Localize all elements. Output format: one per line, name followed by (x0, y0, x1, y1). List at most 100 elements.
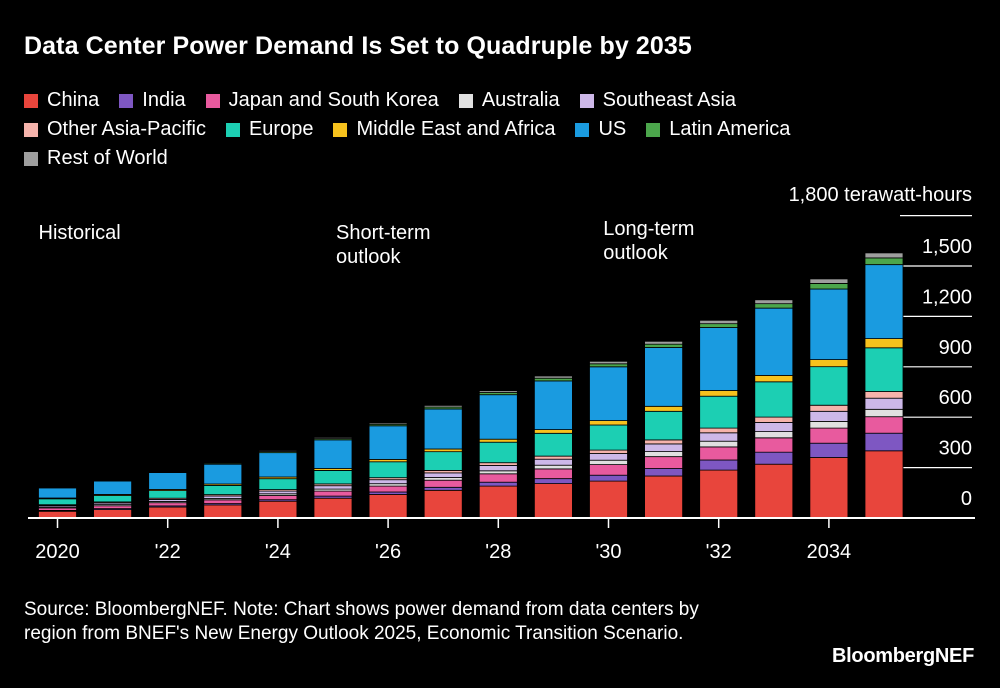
bar-segment (38, 510, 77, 519)
bar-segment (534, 483, 573, 519)
bar-segment (478, 390, 518, 393)
bar-segment (809, 359, 849, 368)
legend-label: Southeast Asia (602, 89, 737, 111)
bar-segment (644, 475, 683, 519)
bar-segment (478, 441, 518, 464)
bar-stack (534, 375, 573, 519)
bar-segment (809, 404, 849, 412)
legend-swatch (579, 93, 594, 108)
bar-segment (644, 410, 683, 441)
bar-segment (534, 432, 573, 457)
bar-segment (809, 288, 849, 360)
legend-swatch (205, 93, 220, 108)
bar-segment (313, 439, 353, 469)
bar-segment (38, 498, 77, 506)
bar-segment (644, 451, 683, 458)
bar-segment (589, 453, 628, 461)
bar-segment (754, 381, 794, 418)
y-tick-label: 300 (939, 438, 972, 460)
bar-segment (809, 457, 849, 519)
bar-segment (699, 319, 739, 325)
legend-swatch (24, 93, 38, 108)
bar-segment (423, 489, 463, 519)
bar-segment (644, 439, 683, 445)
bar-segment (589, 420, 628, 426)
bar-segment (864, 432, 904, 452)
bar-segment (258, 450, 298, 452)
bar-segment (203, 463, 243, 485)
legend-entry: India (119, 86, 186, 115)
x-tick-label: '26 (375, 541, 401, 563)
bar-segment (478, 464, 518, 472)
bar-segment (148, 470, 188, 473)
phase-label: Long-term (603, 218, 694, 240)
bar-segment (423, 470, 463, 474)
bar-segment (534, 380, 573, 430)
y-axis-labels: 0 300 600 900 1,200 1,500 (922, 236, 972, 510)
bar-segment (148, 502, 188, 507)
y-tick-label: 900 (939, 337, 972, 359)
bar-segment (699, 323, 739, 328)
bar-segment (754, 416, 794, 423)
x-tick-label: '30 (595, 541, 621, 563)
bar-segment (754, 307, 794, 376)
bar-stack (809, 278, 849, 519)
bar-segment (203, 504, 243, 519)
legend-entry: Latin America (646, 115, 790, 144)
legend-swatch (333, 122, 348, 137)
bar-segment (423, 448, 463, 453)
bar-segment (38, 486, 77, 488)
legend-label: Rest of World (47, 147, 168, 169)
bar-segment (534, 468, 573, 479)
bar-segment (754, 374, 794, 383)
bar-stack (864, 252, 904, 519)
bar-segment (93, 479, 132, 481)
bar-segment (809, 442, 849, 458)
x-tick-label: '24 (265, 541, 291, 563)
bar-segment (644, 405, 683, 412)
legend-entry: Southeast Asia (579, 86, 737, 115)
bar-segment (534, 377, 573, 382)
legend-label: Middle East and Africa (356, 118, 556, 140)
bar-segment (38, 487, 77, 499)
x-tick-label: 2020 (35, 541, 80, 563)
bar-segment (589, 363, 628, 368)
bar-segment (534, 458, 573, 466)
legend-label: US (598, 118, 627, 140)
bar-segment (809, 410, 849, 422)
bar-segment (368, 422, 408, 425)
bar-segment (368, 485, 408, 493)
bar-stack (368, 422, 408, 519)
bar-segment (258, 500, 298, 519)
bar-segment (589, 474, 628, 482)
legend-label: Europe (248, 118, 314, 140)
legend-entry: Middle East and Africa (333, 115, 555, 144)
bloombergnef-logo: BloombergNEF (832, 645, 974, 667)
bar-segment (589, 480, 628, 519)
bar-segment (368, 461, 408, 479)
legend-label: Japan and South Korea (228, 89, 439, 111)
bar-stack (93, 479, 132, 519)
bar-segment (809, 283, 849, 290)
bar-segment (423, 477, 463, 481)
bar-segment (644, 443, 683, 452)
legend-label: China (47, 89, 100, 111)
bar-segment (644, 467, 683, 477)
bar-segment (754, 303, 794, 309)
bar-segment (864, 347, 904, 392)
legend-swatch (24, 122, 38, 137)
bar-segment (644, 456, 683, 469)
bar-stack (38, 486, 77, 519)
bar-segment (589, 360, 628, 365)
bar-segment (754, 451, 794, 465)
bar-segment (258, 490, 298, 495)
phase-label: Historical (39, 222, 121, 244)
phase-label: outlook (336, 246, 401, 268)
bar-segment (644, 340, 683, 345)
phase-labels: Historical Short-termoutlookLong-termoutl… (39, 218, 695, 268)
bar-segment (313, 490, 353, 497)
x-tick-label: '32 (706, 541, 732, 563)
phase-label: outlook (603, 242, 668, 264)
legend-swatch (24, 151, 38, 166)
